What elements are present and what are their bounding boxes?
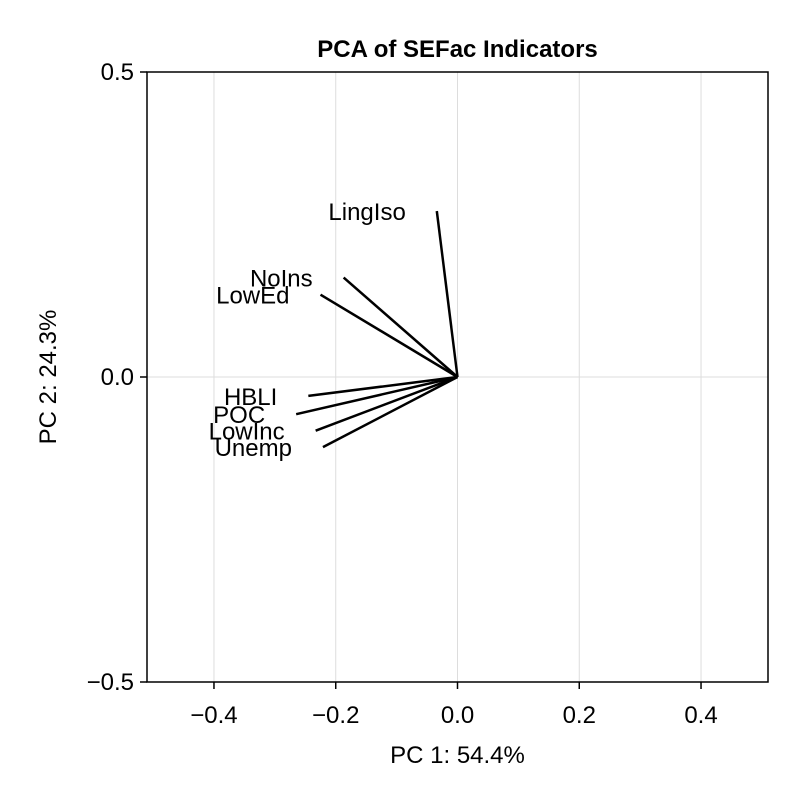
y-axis-ticks: −0.5 0.0 0.5	[87, 59, 147, 696]
y-tick-label: 0.0	[101, 364, 134, 391]
chart-title: PCA of SEFac Indicators	[317, 36, 598, 63]
x-tick-label: 0.0	[441, 702, 474, 729]
vector-unemp	[322, 375, 459, 449]
vector-label-lingiso: LingIso	[328, 199, 405, 226]
vector-label-noins: NoIns	[250, 266, 313, 293]
x-tick-label: 0.2	[563, 702, 596, 729]
loading-vectors	[295, 210, 459, 449]
vector-lingiso	[435, 210, 459, 378]
vector-lowinc	[315, 375, 458, 432]
vector-label-hbli: HBLI	[224, 384, 277, 411]
x-axis-label: PC 1: 54.4%	[390, 742, 525, 769]
y-tick-label: 0.5	[101, 59, 134, 86]
vector-label-unemp: Unemp	[215, 435, 292, 462]
y-axis-label: PC 2: 24.3%	[35, 310, 62, 445]
vector-hbli	[308, 375, 458, 398]
vector-lowed	[319, 293, 459, 379]
y-tick-label: −0.5	[87, 669, 134, 696]
vector-poc	[295, 375, 458, 416]
vector-label-lowinc: LowInc	[209, 419, 285, 446]
x-tick-label: −0.2	[312, 702, 359, 729]
x-tick-label: 0.4	[684, 702, 717, 729]
vector-label-poc: POC	[213, 402, 265, 429]
vector-noins	[342, 276, 459, 378]
vector-label-lowed: LowEd	[216, 283, 289, 310]
x-tick-label: −0.4	[190, 702, 237, 729]
x-axis-ticks: −0.4 −0.2 0.0 0.2 0.4	[190, 682, 718, 729]
